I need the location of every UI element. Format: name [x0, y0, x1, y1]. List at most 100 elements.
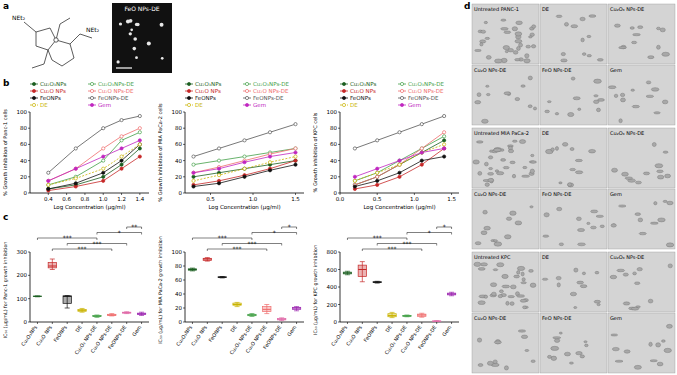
marker: [294, 163, 297, 166]
marker: [74, 167, 77, 170]
whisker-cap: [390, 317, 395, 318]
marker: [187, 82, 190, 85]
cell: [559, 332, 562, 334]
marker: [353, 179, 356, 182]
cell: [555, 146, 558, 150]
marker: [376, 167, 379, 170]
cell: [556, 15, 562, 17]
marker: [102, 159, 105, 162]
marker: [268, 161, 271, 164]
marker: [192, 175, 195, 178]
significance-label: ***: [373, 234, 382, 241]
x-tick: [237, 322, 238, 324]
y-axis-title: IC₅₀ (µg/mL) for KPC growth inhibition: [313, 245, 318, 335]
micrograph: [472, 128, 539, 188]
significance-label: ***: [92, 240, 101, 247]
cell: [597, 303, 600, 305]
x-tick: [362, 322, 363, 324]
series-line: [194, 124, 296, 156]
cell: [551, 346, 559, 350]
cell: [666, 324, 672, 328]
cell: [596, 108, 600, 112]
marker: [420, 147, 423, 150]
bond: [36, 46, 48, 50]
series-line: [194, 157, 296, 181]
cell: [521, 272, 524, 276]
x-tick-label: 0.0: [336, 196, 345, 202]
cell: [474, 262, 481, 266]
x-tick: [66, 193, 67, 195]
significance-label: ***: [247, 240, 256, 247]
cell: [648, 299, 653, 303]
legend-label: Gem: [253, 102, 266, 108]
marker: [47, 171, 50, 174]
marker: [443, 143, 446, 146]
y-tick-label: 40: [330, 158, 337, 164]
line-chart: 0204060801000.40.60.81.01.21.4Log Concen…: [2, 81, 149, 211]
cell: [510, 211, 516, 215]
legend-label: Gem: [408, 102, 421, 108]
cell: [587, 35, 591, 37]
marker: [376, 175, 379, 178]
cell: [485, 37, 490, 39]
bond: [70, 44, 74, 58]
cell: [517, 295, 525, 298]
cell: [530, 206, 533, 208]
y-tick: [183, 112, 185, 113]
legend-label: Cu₂O NPs: [195, 88, 221, 94]
marker: [353, 185, 356, 188]
y-tick: [183, 266, 185, 267]
box: [33, 296, 41, 297]
micrograph: [608, 65, 675, 125]
cell: [530, 161, 536, 163]
marker: [187, 103, 190, 106]
y-tick-label: 600: [327, 267, 338, 273]
series-line: [48, 144, 140, 185]
plot-area: [47, 114, 142, 192]
marker: [138, 147, 141, 150]
particle: [147, 41, 151, 45]
median: [48, 266, 56, 267]
marker: [47, 183, 50, 186]
x-tick: [84, 193, 85, 195]
y-tick: [183, 128, 185, 129]
cell: [663, 151, 668, 153]
cell: [575, 159, 582, 161]
marker: [47, 179, 50, 182]
cell: [502, 285, 510, 288]
y-tick-label: 100: [172, 249, 183, 255]
significance-label: ***: [402, 240, 411, 247]
cell: [481, 263, 488, 266]
bond: [52, 60, 62, 66]
cell: [499, 290, 503, 293]
cell: [568, 112, 574, 116]
cell: [497, 263, 504, 267]
cell: [585, 344, 589, 347]
median: [292, 308, 300, 309]
x-tick: [111, 322, 112, 324]
bond: [44, 50, 48, 64]
marker: [187, 89, 190, 92]
x-tick-label: DE: [384, 324, 393, 333]
x-tick: [96, 322, 97, 324]
cell: [515, 97, 520, 100]
cell: [475, 242, 481, 245]
y-tick: [28, 144, 30, 145]
box: [137, 313, 145, 314]
y-tick-label: 0: [334, 319, 338, 325]
cell: [494, 148, 502, 151]
cell: [632, 41, 637, 43]
micrograph-label: Cu₂O NPs-DE: [474, 315, 506, 321]
marker: [342, 82, 345, 85]
legend-label: Cu₂O₃NPs-DE: [253, 81, 289, 87]
marker: [398, 159, 401, 162]
marker: [294, 123, 297, 126]
median: [188, 269, 196, 270]
box: [123, 312, 131, 314]
y-tick: [183, 252, 185, 253]
y-tick-label: 200: [17, 272, 28, 278]
cell: [654, 112, 660, 114]
median: [278, 319, 286, 320]
legend-label: Cu₂O₃NPs: [350, 81, 376, 87]
micrograph: [472, 4, 539, 64]
